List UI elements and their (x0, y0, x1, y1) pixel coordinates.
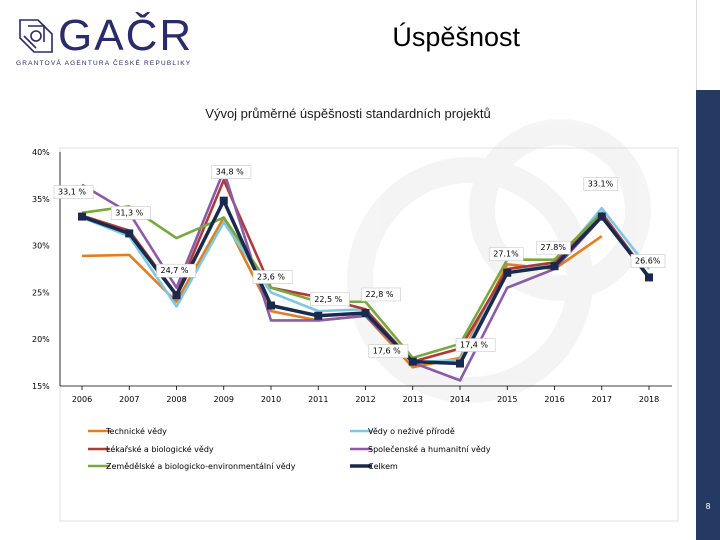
x-tick-label: 2006 (72, 395, 92, 404)
svg-text:24,7 %: 24,7 % (161, 266, 189, 275)
legend-item-celkem: Celkem (350, 462, 398, 471)
svg-text:33,1 %: 33,1 % (58, 188, 86, 197)
chart-title: Vývoj průměrné úspěšnosti standardních p… (205, 106, 491, 121)
svg-text:22,8 %: 22,8 % (366, 290, 394, 299)
svg-text:34,8 %: 34,8 % (216, 168, 244, 177)
line-chart: 40% 35% 30% 25% 20% 15% 2006 2007 2008 2009 2010 2… (32, 119, 679, 522)
svg-text:33.1%: 33.1% (588, 180, 614, 189)
svg-text:26.6%: 26.6% (635, 256, 661, 265)
data-label: 27.1% (488, 247, 524, 262)
data-point-celkem (503, 268, 512, 277)
x-tick-label: 2011 (308, 395, 328, 404)
data-point-celkem (78, 212, 86, 221)
data-point-celkem (597, 212, 606, 221)
legend-item-spolecenske-a-humanitni-vedy: Společenské a humanitní vědy (350, 444, 491, 454)
logo-emblem-icon (19, 19, 53, 53)
data-label: 27.8% (536, 240, 571, 255)
legend-item-vedy-o-nezive-prirode: Vědy o neživé přírodě (350, 426, 455, 436)
logo-wordmark: GAČR (58, 11, 194, 60)
data-label: 23,6 % (252, 270, 293, 284)
x-tick-label: 2010 (261, 395, 281, 404)
y-tick-label: 15% (32, 382, 50, 391)
x-tick-label: 2015 (497, 395, 517, 404)
legend-label: Zemědělské a biologicko-environmentální … (106, 461, 296, 471)
page-number: 8 (705, 502, 711, 511)
svg-text:17,6 %: 17,6 % (373, 347, 401, 356)
data-label: 17,6 % (368, 344, 409, 358)
x-tick-label: 2012 (355, 395, 375, 404)
data-label: 33,1 % (53, 185, 94, 199)
data-label: 31,3 % (110, 206, 151, 220)
data-point-celkem (219, 196, 228, 205)
data-point-celkem (408, 357, 417, 366)
data-point-celkem (314, 311, 323, 320)
y-tick-label: 35% (32, 195, 50, 204)
x-tick-label: 2016 (544, 395, 564, 404)
logo-subtitle: GRANTOVÁ AGENTURA ČESKÉ REPUBLIKY (16, 60, 192, 67)
data-label: 24,7 % (156, 263, 197, 278)
legend-label: Celkem (368, 462, 398, 471)
data-label: 22,8 % (361, 287, 402, 302)
x-tick-label: 2014 (450, 395, 470, 404)
legend-item-lekarske-a-biologicke-vedy: Lékařské a biologické vědy (88, 444, 214, 454)
x-tick-label: 2009 (214, 395, 234, 404)
svg-text:31,3 %: 31,3 % (115, 208, 143, 217)
data-label: 17,4 % (455, 338, 496, 352)
slide-title: Úspěšnost (392, 22, 520, 52)
x-tick-label: 2008 (166, 395, 186, 404)
watermark-circles (347, 119, 651, 403)
right-divider (696, 0, 720, 90)
svg-text:27.8%: 27.8% (541, 243, 567, 252)
legend-item-zemedelske-a-biologicko-environmentalni-vedy: Zemědělské a biologicko-environmentální … (88, 461, 296, 471)
data-point-celkem (456, 359, 464, 368)
x-tick-label: 2013 (403, 395, 423, 404)
y-tick-label: 20% (32, 335, 50, 344)
accent-sidebar (696, 90, 720, 540)
data-label: 33.1% (583, 177, 619, 191)
y-tick-label: 25% (32, 288, 50, 297)
legend-label: Vědy o neživé přírodě (368, 426, 455, 436)
data-point-celkem (645, 273, 653, 282)
data-point-celkem (361, 308, 370, 317)
x-tick-label: 2018 (639, 395, 659, 404)
svg-text:23,6 %: 23,6 % (257, 273, 285, 282)
svg-text:27.1%: 27.1% (493, 250, 519, 259)
data-label: 26.6% (630, 254, 666, 268)
legend-label: Společenské a humanitní vědy (368, 444, 491, 454)
y-tick-label: 40% (32, 148, 50, 157)
data-point-celkem (267, 301, 275, 310)
svg-text:17,4 %: 17,4 % (460, 341, 488, 350)
data-point-celkem (172, 291, 181, 300)
x-tick-label: 2007 (119, 395, 139, 404)
data-label: 22,5 % (309, 292, 350, 307)
legend-label: Technické vědy (105, 426, 167, 436)
data-point-celkem (550, 262, 559, 271)
legend-item-technicke-vedy: Technické vědy (88, 426, 167, 436)
svg-text:22,5 %: 22,5 % (314, 295, 342, 304)
gacr-logo (19, 19, 53, 53)
data-point-celkem (125, 229, 134, 238)
x-tick-label: 2017 (592, 395, 612, 404)
legend-label: Lékařské a biologické vědy (106, 444, 214, 454)
data-label: 34,8 % (211, 165, 252, 179)
y-tick-label: 30% (32, 242, 50, 251)
